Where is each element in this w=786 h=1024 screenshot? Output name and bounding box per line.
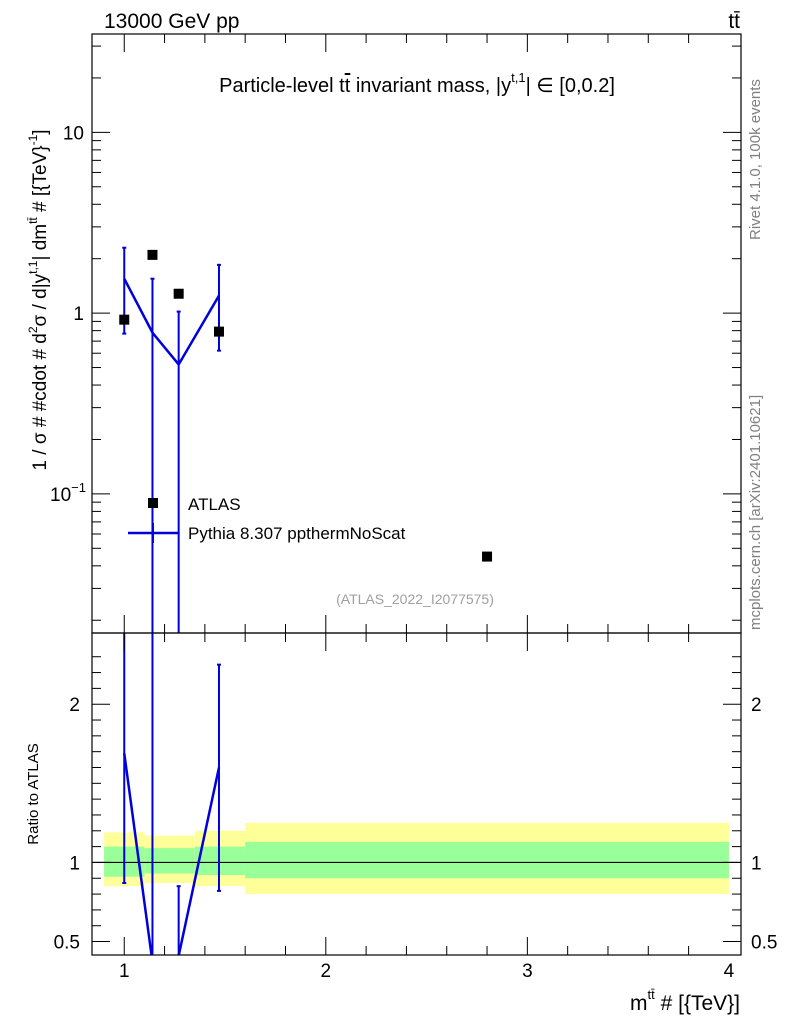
- uncertainty-bands: [104, 822, 729, 895]
- main-y-tick-labels: 10−1 1 10: [50, 123, 86, 506]
- analysis-annotation: (ATLAS_2022_I2077575): [336, 591, 494, 607]
- legend-atlas-marker: [148, 498, 158, 508]
- mcplots-label: mcplots.cern.ch [arXiv:2401.10621]: [747, 395, 764, 630]
- ratio-y-tick-label: 0.5: [54, 933, 80, 954]
- title-sup: t,1: [511, 70, 525, 85]
- x-tick-labels: 1 2 3 4: [119, 961, 735, 982]
- ratio-panel: 0.5 0.5 1 1 2 2 1 2 3 4 Ratio to ATLAS mtt̄ # [{…: [25, 632, 778, 1015]
- atlas-markers: [119, 249, 493, 562]
- header-right: tt̄: [728, 10, 740, 33]
- legend-atlas-label: ATLAS: [188, 495, 241, 514]
- title-mid: invariant mass, |y: [350, 75, 511, 97]
- title-tbar: t: [345, 75, 351, 97]
- green-band: [194, 846, 246, 876]
- ratio-y-tick-label: 1: [69, 853, 80, 874]
- x-tick-label: 2: [321, 961, 332, 982]
- ratio-axis-ticks: [92, 633, 741, 955]
- ratio-error-bars: [122, 633, 221, 955]
- main-ylabel: 1 / σ # #cdot # d2σ / d|yt,1| dmtt̄ # [{…: [26, 129, 51, 470]
- rivet-label: Rivet 4.1.0, 100k events: [747, 79, 764, 240]
- x-tick-label: 1: [119, 961, 130, 982]
- ratio-y-tick-label-right: 0.5: [751, 933, 777, 954]
- legend-mc-label: Pythia 8.307 ppthermNoScat: [188, 524, 406, 543]
- main-axis-ticks: [92, 34, 741, 633]
- ratio-line: [123, 753, 221, 955]
- y-tick-label: 10: [63, 123, 84, 144]
- main-panel: 10−1 1 10 Particle-level tt invariant mass…: [26, 33, 742, 634]
- mc-line: [123, 278, 221, 367]
- atlas-marker: [147, 249, 158, 260]
- atlas-marker: [482, 551, 493, 562]
- ratio-y-tick-label-right: 1: [751, 853, 762, 874]
- x-tick-label: 3: [522, 961, 533, 982]
- ratio-y-tick-label: 2: [69, 695, 80, 716]
- title-tail: | ∈ [0,0.2]: [526, 75, 615, 97]
- x-tick-label: 4: [724, 961, 735, 982]
- main-frame: [91, 33, 742, 634]
- main-title: Particle-level tt invariant mass, |yt,1|…: [219, 70, 615, 97]
- atlas-marker: [119, 314, 130, 325]
- ratio-y-tick-label-right: 2: [751, 695, 762, 716]
- y-tick-label: 1: [73, 304, 84, 325]
- atlas-marker: [213, 326, 224, 337]
- legend: ATLAS Pythia 8.307 ppthermNoScat: [128, 495, 406, 543]
- ratio-ylabel: Ratio to ATLAS: [25, 743, 42, 844]
- y-tick-label: 10−1: [50, 480, 86, 506]
- title-main: Particle-level t: [219, 75, 345, 97]
- ratio-y-tick-labels: 0.5 0.5 1 1 2 2: [54, 695, 778, 953]
- ratio-frame: [91, 632, 742, 956]
- atlas-marker: [173, 288, 184, 299]
- x-axis-label: mtt̄ # [{TeV}]: [630, 987, 740, 1015]
- header-left: 13000 GeV pp: [104, 10, 239, 33]
- green-band: [245, 841, 729, 879]
